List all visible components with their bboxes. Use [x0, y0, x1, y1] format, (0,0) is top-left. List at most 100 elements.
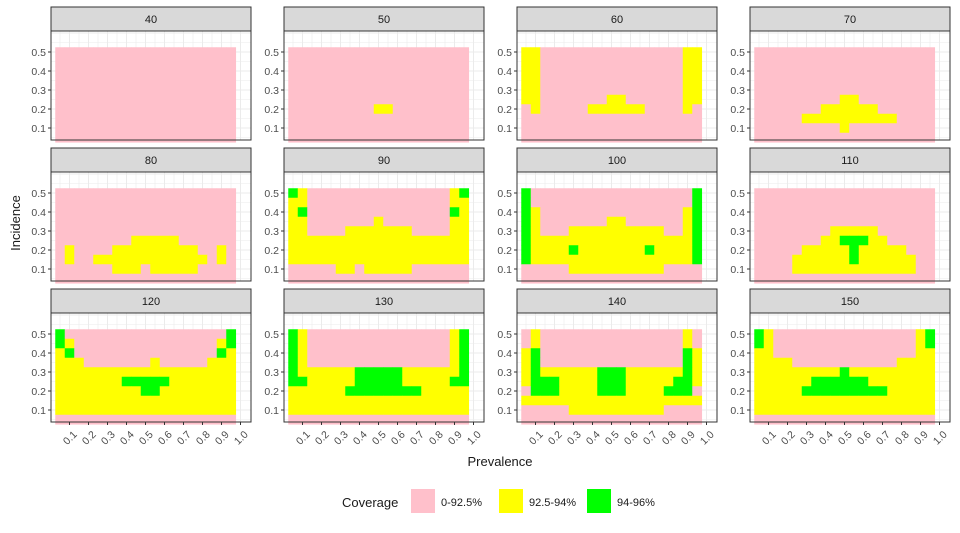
heatmap-tile [207, 367, 218, 378]
heatmap-tile [654, 395, 665, 406]
y-tick-label: 0.3 [730, 367, 745, 379]
heatmap-tile [521, 264, 532, 275]
heatmap-tile [915, 245, 926, 256]
heatmap-tile [288, 329, 299, 340]
heatmap-tile [112, 376, 123, 387]
heatmap-tile [430, 376, 441, 387]
heatmap-tile [326, 207, 337, 218]
y-tick-label: 0.3 [730, 85, 745, 97]
heatmap-tile [820, 207, 831, 218]
x-tick-label: 0.6 [156, 429, 175, 448]
heatmap-tile [411, 113, 422, 124]
heatmap-tile [587, 132, 598, 143]
heatmap-tile [587, 329, 598, 340]
heatmap-tile [150, 395, 161, 406]
heatmap-tile [858, 395, 869, 406]
heatmap-tile [307, 207, 318, 218]
heatmap-tile [316, 386, 327, 397]
x-tick-label: 0.1 [527, 429, 546, 448]
heatmap-tile [459, 338, 470, 349]
heatmap-tile [763, 329, 774, 340]
heatmap-tile [326, 395, 337, 406]
x-tick-label: 0.5 [137, 429, 156, 448]
heatmap-tile [392, 329, 403, 340]
heatmap-tile [616, 348, 627, 359]
heatmap-tile [354, 245, 365, 256]
heatmap-tile [625, 207, 636, 218]
heatmap-tile [820, 395, 831, 406]
heatmap-tile [83, 94, 94, 105]
heatmap-tile [887, 235, 898, 246]
heatmap-tile [782, 104, 793, 115]
heatmap-tile [616, 264, 627, 275]
heatmap-tile [578, 254, 589, 265]
heatmap-tile [288, 367, 299, 378]
heatmap-tile [402, 123, 413, 134]
heatmap-tile [178, 357, 189, 368]
heatmap-tile [654, 123, 665, 134]
heatmap-tile [578, 197, 589, 208]
heatmap-tile [102, 94, 113, 105]
heatmap-tile [792, 113, 803, 124]
heatmap-tile [559, 197, 570, 208]
heatmap-tile [849, 254, 860, 265]
heatmap-tile [169, 188, 180, 199]
heatmap-tile [773, 376, 784, 387]
heatmap-tile [440, 197, 451, 208]
heatmap-tile [440, 395, 451, 406]
heatmap-tile [459, 235, 470, 246]
heatmap-tile [297, 395, 308, 406]
heatmap-tile [858, 216, 869, 227]
heatmap-tile [169, 56, 180, 67]
heatmap-tile [530, 47, 541, 58]
heatmap-tile [530, 75, 541, 86]
heatmap-tile [597, 104, 608, 115]
heatmap-tile [682, 113, 693, 124]
heatmap-tile [449, 338, 460, 349]
heatmap-tile [131, 47, 142, 58]
heatmap-tile [226, 113, 237, 124]
x-tick-label: 0.9 [912, 429, 931, 448]
heatmap-tile [55, 94, 66, 105]
heatmap-tile [392, 66, 403, 77]
heatmap-tile [383, 207, 394, 218]
heatmap-tile [440, 47, 451, 58]
heatmap-tile [801, 348, 812, 359]
heatmap-tile [140, 94, 151, 105]
heatmap-tile [887, 367, 898, 378]
heatmap-tile [421, 94, 432, 105]
heatmap-tile [373, 226, 384, 237]
heatmap-tile [83, 245, 94, 256]
heatmap-tile [644, 273, 655, 284]
heatmap-tile [682, 264, 693, 275]
heatmap-tile [782, 235, 793, 246]
heatmap-tile [297, 386, 308, 397]
heatmap-tile [663, 56, 674, 67]
heatmap-tile [430, 405, 441, 416]
heatmap-tile [906, 405, 917, 416]
heatmap-tile [354, 338, 365, 349]
heatmap-tile [83, 405, 94, 416]
heatmap-tile [288, 56, 299, 67]
heatmap-tile [644, 123, 655, 134]
heatmap-tile [654, 104, 665, 115]
heatmap-tile [297, 56, 308, 67]
heatmap-tile [459, 395, 470, 406]
heatmap-tile [559, 386, 570, 397]
panel-strip [749, 6, 951, 32]
heatmap-tile [430, 367, 441, 378]
heatmap-tile [540, 235, 551, 246]
heatmap-tile [55, 414, 66, 425]
heatmap-tile [773, 367, 784, 378]
heatmap-tile [754, 235, 765, 246]
heatmap-tile [402, 216, 413, 227]
heatmap-tile [811, 75, 822, 86]
heatmap-tile [74, 395, 85, 406]
heatmap-tile [169, 113, 180, 124]
heatmap-tile [849, 75, 860, 86]
heatmap-tile [773, 338, 784, 349]
heatmap-tile [773, 104, 784, 115]
heatmap-tile [64, 123, 75, 134]
heatmap-tile [754, 216, 765, 227]
heatmap-tile [93, 245, 104, 256]
